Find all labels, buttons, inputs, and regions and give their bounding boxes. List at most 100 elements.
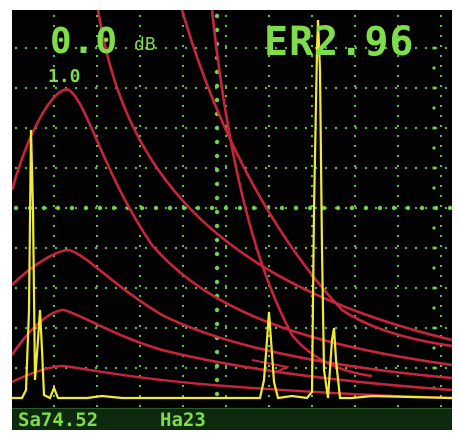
grid-dot: [396, 104, 400, 108]
grid-dot: [114, 246, 118, 250]
grid-dot: [114, 286, 118, 290]
grid-dot: [267, 124, 271, 128]
grid-dot: [267, 144, 271, 148]
grid-dot: [95, 314, 99, 318]
center-axis-dot: [377, 205, 383, 211]
grid-dot: [353, 234, 357, 238]
grid-dot: [414, 206, 418, 210]
grid-dot: [396, 14, 400, 18]
grid-dot: [34, 246, 38, 250]
grid-dot: [52, 24, 56, 28]
grid-dot: [24, 246, 28, 250]
grid-dot: [95, 334, 99, 338]
grid-dot: [224, 326, 228, 330]
grid-dot: [44, 46, 48, 50]
grid-dot: [267, 274, 271, 278]
grid-dot: [52, 84, 56, 88]
grid-dot: [224, 314, 228, 318]
edge-tick: [432, 66, 436, 70]
grid-dot: [204, 326, 208, 330]
grid-dot: [267, 94, 271, 98]
grid-dot: [354, 246, 358, 250]
grid-dot: [274, 46, 278, 50]
grid-dot: [394, 286, 398, 290]
grid-dot: [396, 274, 400, 278]
edge-tick: [432, 266, 436, 270]
grid-dot: [114, 326, 118, 330]
grid-dot: [344, 86, 348, 90]
grid-dot: [439, 314, 443, 318]
gain-unit: dB: [134, 34, 156, 55]
center-axis-dot: [214, 139, 220, 145]
grid-dot: [181, 134, 185, 138]
grid-dot: [84, 126, 88, 130]
grid-dot: [164, 366, 168, 370]
grid-dot: [334, 246, 338, 250]
grid-dot: [174, 366, 178, 370]
grid-dot: [267, 114, 271, 118]
grid-dot: [254, 46, 258, 50]
grid-dot: [396, 84, 400, 88]
grid-dot: [404, 126, 408, 130]
grid-dot: [310, 134, 314, 138]
grid-dot: [353, 14, 357, 18]
grid-dot: [444, 286, 448, 290]
grid-dot: [353, 274, 357, 278]
grid-dot: [384, 206, 388, 210]
grid-dot: [224, 334, 228, 338]
grid-dot: [439, 224, 443, 228]
grid-dot: [54, 326, 58, 330]
grid-dot: [310, 154, 314, 158]
grid-dot: [267, 134, 271, 138]
grid-dot: [364, 46, 368, 50]
grid-dot: [54, 246, 58, 250]
grid-dot: [52, 304, 56, 308]
grid-dot: [439, 384, 443, 388]
grid-dot: [444, 366, 448, 370]
grid-dot: [138, 84, 142, 88]
grid-dot: [94, 246, 98, 250]
grid-dot: [138, 194, 142, 198]
grid-dot: [344, 46, 348, 50]
grid-dot: [324, 166, 328, 170]
grid-dot: [184, 286, 188, 290]
edge-tick: [432, 186, 436, 190]
grid-dot: [52, 124, 56, 128]
grid-dot: [267, 304, 271, 308]
grid-dot: [439, 164, 443, 168]
grid-dot: [114, 46, 118, 50]
grid-dot: [138, 394, 142, 398]
grid-dot: [14, 246, 18, 250]
dac-curve-1: [96, 10, 452, 342]
grid-dot: [94, 126, 98, 130]
grid-dot: [304, 206, 308, 210]
grid-dot: [267, 104, 271, 108]
grid-dot: [138, 304, 142, 308]
grid-dot: [94, 46, 98, 50]
grid-dot: [181, 334, 185, 338]
grid-dot: [394, 326, 398, 330]
grid-dot: [353, 374, 357, 378]
grid-dot: [396, 244, 400, 248]
grid-dot: [144, 166, 148, 170]
grid-dot: [353, 184, 357, 188]
grid-dot: [324, 366, 328, 370]
grid-dot: [214, 326, 218, 330]
edge-tick: [432, 346, 436, 350]
grid-dot: [52, 344, 56, 348]
grid-dot: [95, 374, 99, 378]
grid-dot: [364, 326, 368, 330]
grid-dot: [95, 124, 99, 128]
grid-dot: [184, 246, 188, 250]
grid-dot: [95, 24, 99, 28]
grid-dot: [138, 264, 142, 268]
grid-dot: [396, 344, 400, 348]
grid-dot: [264, 46, 268, 50]
center-axis-dot: [419, 205, 425, 211]
grid-dot: [396, 134, 400, 138]
grid-dot: [439, 194, 443, 198]
grid-dot: [324, 46, 328, 50]
grid-dot: [364, 86, 368, 90]
grid-dot: [95, 54, 99, 58]
grid-dot: [274, 326, 278, 330]
